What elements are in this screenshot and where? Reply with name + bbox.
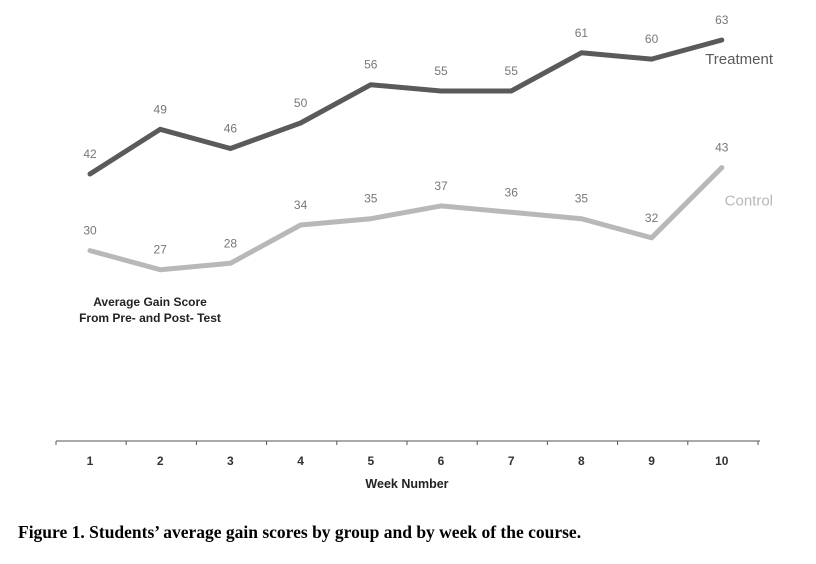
x-tick-label: 3 [227, 454, 234, 468]
treatment-data-label: 55 [434, 64, 448, 78]
treatment-legend-label: Treatment [705, 51, 774, 68]
control-data-label: 28 [224, 236, 238, 250]
control-data-label: 34 [294, 198, 308, 212]
figure-caption: Figure 1. Students’ average gain scores … [18, 522, 582, 542]
x-tick-label: 2 [157, 454, 164, 468]
x-tick-label: 5 [367, 454, 374, 468]
treatment-data-label: 61 [575, 26, 589, 40]
x-tick-label: 8 [578, 454, 585, 468]
control-legend-label: Control [725, 193, 773, 210]
treatment-data-label: 60 [645, 32, 659, 46]
x-tick-label: 10 [715, 454, 729, 468]
x-tick-label: 9 [648, 454, 655, 468]
control-data-label: 32 [645, 211, 659, 225]
treatment-data-label: 50 [294, 96, 308, 110]
treatment-data-label: 56 [364, 58, 378, 72]
treatment-data-label: 63 [715, 13, 729, 27]
control-data-label: 30 [83, 224, 97, 238]
control-data-label: 43 [715, 141, 729, 155]
treatment-series-line [87, 37, 725, 177]
y-axis-label-line-1: Average Gain Score [93, 295, 207, 309]
x-axis-label: Week Number [365, 477, 448, 491]
data-labels: 42 49 46 50 56 55 55 61 60 63 30 27 28 34 35 37 36 35 32 43 [83, 13, 728, 257]
x-tick-label: 6 [438, 454, 445, 468]
y-axis-label-line-2: From Pre- and Post- Test [79, 311, 221, 325]
x-tick-label: 1 [87, 454, 94, 468]
treatment-data-label: 49 [154, 102, 168, 116]
control-data-label: 37 [434, 179, 448, 193]
series-legend: Treatment Control [705, 51, 774, 210]
treatment-data-label: 55 [505, 64, 519, 78]
series-lines [87, 37, 725, 273]
treatment-data-label: 46 [224, 122, 238, 136]
control-data-label: 27 [154, 243, 168, 257]
control-data-label: 35 [575, 192, 589, 206]
treatment-data-label: 42 [83, 147, 97, 161]
control-series-line [87, 165, 725, 273]
x-tick-label: 4 [297, 454, 304, 468]
control-data-label: 35 [364, 192, 378, 206]
control-data-label: 36 [505, 185, 519, 199]
x-tick-label: 7 [508, 454, 515, 468]
x-axis-ticks: 1 2 3 4 5 6 7 8 9 10 [55, 441, 759, 468]
